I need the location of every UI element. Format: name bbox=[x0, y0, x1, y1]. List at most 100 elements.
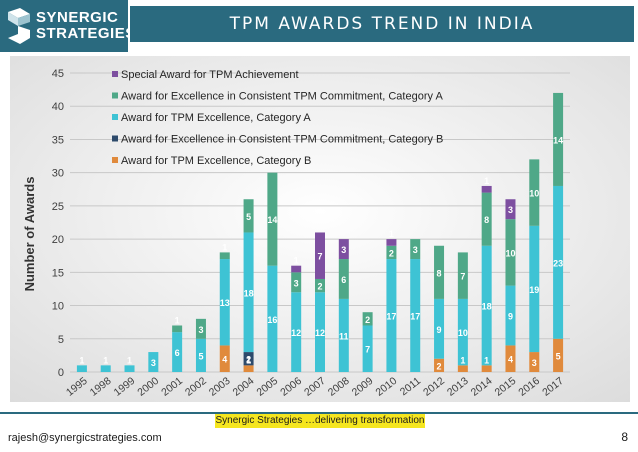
data-label: 5 bbox=[246, 212, 251, 222]
data-label: 2 bbox=[389, 248, 394, 258]
legend-label: Award for Excellence in Consistent TPM C… bbox=[121, 134, 443, 146]
data-label: 8 bbox=[437, 268, 442, 278]
bar-segment bbox=[315, 278, 325, 293]
page-title: TPM AWARDS TREND IN INDIA bbox=[229, 14, 535, 34]
data-label: 3 bbox=[508, 205, 513, 215]
bar-segment bbox=[291, 265, 302, 273]
data-label: 1 bbox=[460, 355, 465, 365]
bar-segment bbox=[100, 365, 111, 372]
bar-segment bbox=[219, 252, 230, 260]
y-tick-label: 25 bbox=[52, 201, 64, 213]
legend-swatch bbox=[112, 92, 118, 99]
legend-label: Award for TPM Excellence, Category B bbox=[121, 155, 311, 167]
bar-segment bbox=[434, 245, 445, 299]
bar-segment bbox=[481, 245, 492, 366]
bars bbox=[76, 92, 564, 372]
bar-segment bbox=[243, 232, 254, 353]
bar-segment bbox=[315, 292, 325, 372]
bar-segment bbox=[505, 199, 516, 220]
y-tick-label: 40 bbox=[52, 101, 64, 113]
bar-segment bbox=[505, 219, 516, 286]
data-label: 17 bbox=[410, 312, 420, 322]
data-label: 6 bbox=[341, 275, 346, 285]
legend-swatch bbox=[112, 157, 118, 163]
bar-segment bbox=[291, 272, 302, 293]
data-label: 8 bbox=[484, 215, 489, 225]
data-label: 10 bbox=[505, 248, 515, 258]
company-logo: SYNERGIC STRATEGIES bbox=[0, 0, 135, 52]
logo-text: SYNERGIC STRATEGIES bbox=[36, 10, 136, 42]
data-label: 18 bbox=[482, 302, 492, 312]
legend-swatch bbox=[112, 135, 118, 142]
legend-swatch bbox=[112, 71, 118, 77]
bar-segment bbox=[553, 338, 564, 372]
y-tick-label: 5 bbox=[58, 334, 64, 346]
data-label: 2 bbox=[365, 315, 370, 325]
bar-segment bbox=[529, 225, 540, 353]
y-axis-label: Number of Awards bbox=[22, 177, 37, 292]
data-label: 2 bbox=[317, 282, 322, 292]
data-label: 3 bbox=[294, 278, 299, 288]
footer-tagline-band bbox=[215, 414, 425, 428]
data-label: 7 bbox=[317, 252, 322, 262]
bar-segment bbox=[481, 185, 492, 193]
y-tick-label: 20 bbox=[52, 234, 64, 246]
bar-segment bbox=[267, 172, 278, 266]
data-label: 1 bbox=[222, 242, 227, 252]
data-label: 1 bbox=[127, 355, 132, 365]
y-tick-label: 0 bbox=[58, 367, 64, 379]
bar-segment bbox=[243, 199, 254, 233]
footer-email: rajesh@synergicstrategies.com bbox=[8, 432, 162, 444]
legend-swatch bbox=[112, 114, 118, 120]
bar-segment bbox=[481, 365, 492, 372]
legend: Special Award for TPM Achievement Award f… bbox=[112, 69, 443, 167]
bar-segment bbox=[553, 185, 564, 339]
data-label: 17 bbox=[386, 312, 396, 322]
data-label: 1 bbox=[103, 355, 108, 365]
bar-segment bbox=[457, 298, 468, 366]
bar-segment bbox=[219, 259, 230, 346]
data-label: 5 bbox=[556, 351, 561, 361]
data-label: 3 bbox=[532, 358, 537, 368]
y-tick-label: 30 bbox=[52, 168, 64, 180]
data-label: 14 bbox=[267, 215, 277, 225]
bar-segment bbox=[124, 365, 135, 372]
footer-tagline: Synergic Strategies …delivering transfor… bbox=[215, 415, 425, 426]
bar-segment bbox=[505, 345, 516, 372]
data-label: 1 bbox=[79, 355, 84, 365]
bar-segment bbox=[243, 352, 254, 366]
data-label: 19 bbox=[529, 285, 539, 295]
logo-s-icon bbox=[8, 8, 30, 44]
bar-segment bbox=[362, 312, 373, 326]
legend-label: Award for TPM Excellence, Category A bbox=[121, 112, 311, 124]
legend-label: Special Award for TPM Achievement bbox=[121, 69, 299, 81]
data-label: 3 bbox=[198, 325, 203, 335]
bar-segment bbox=[434, 298, 445, 359]
data-label: 14 bbox=[553, 135, 563, 145]
data-label: 6 bbox=[175, 348, 180, 358]
y-tick-label: 45 bbox=[52, 68, 64, 80]
data-label: 3 bbox=[341, 245, 346, 255]
bar-segment bbox=[338, 239, 349, 260]
data-label: 2 bbox=[246, 355, 251, 365]
data-label: 1 bbox=[484, 355, 489, 365]
data-label: 11 bbox=[339, 331, 349, 341]
bar-segment bbox=[434, 358, 445, 372]
y-tick-label: 15 bbox=[52, 267, 64, 279]
data-label: 1 bbox=[246, 355, 251, 365]
bar-segment bbox=[362, 325, 373, 372]
bar-segment bbox=[457, 252, 468, 299]
data-label: 1 bbox=[175, 315, 180, 325]
bar-segment bbox=[148, 352, 159, 372]
bar-segment bbox=[195, 318, 206, 339]
bar-segment bbox=[505, 285, 516, 346]
bar-segment bbox=[386, 239, 397, 246]
data-label: 18 bbox=[244, 288, 254, 298]
bar-segment bbox=[386, 259, 397, 372]
data-label: 12 bbox=[315, 328, 325, 338]
header: SYNERGIC STRATEGIES TPM AWARDS TREND IN … bbox=[0, 0, 638, 52]
bar-segment bbox=[219, 345, 230, 372]
data-label: 3 bbox=[413, 245, 418, 255]
data-label: 7 bbox=[365, 345, 370, 355]
